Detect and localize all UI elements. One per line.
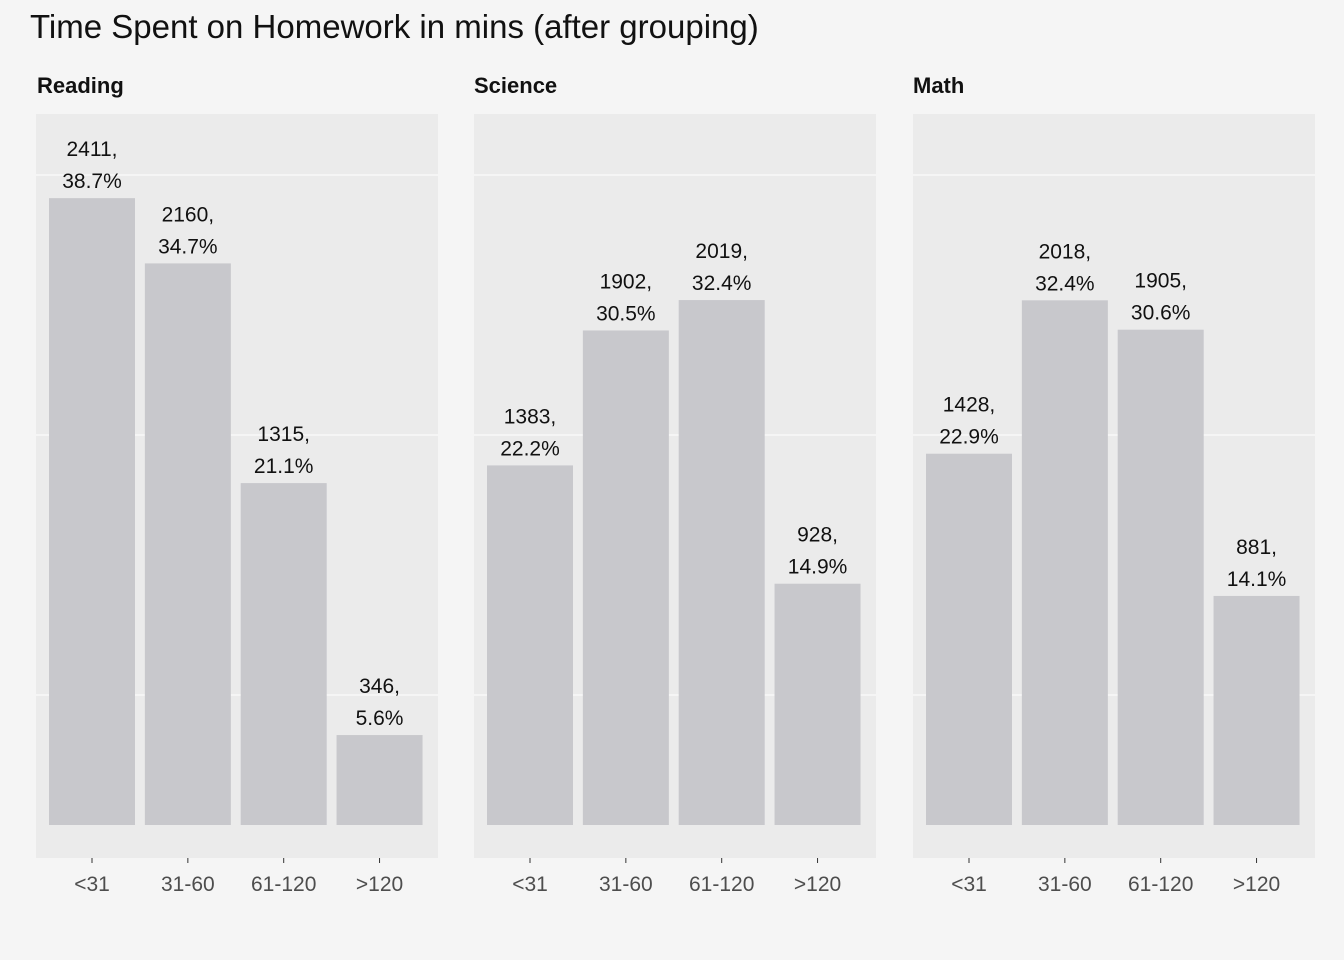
data-label-percent: 21.1%	[254, 455, 314, 478]
data-label-percent: 30.6%	[1131, 302, 1191, 325]
x-tick-label: <31	[74, 873, 110, 896]
bar-math-2	[1117, 329, 1204, 825]
x-tick-label: >120	[356, 873, 403, 896]
data-label-count: 346,	[359, 675, 400, 698]
x-tick-label: 31-60	[161, 873, 215, 896]
panel-reading: 2411, 38.7% <31 2160, 34.7% 31-60 1315, 21.1% 61…	[36, 114, 438, 896]
data-label-count: 1383,	[504, 405, 557, 428]
x-tick-label: >120	[1233, 873, 1280, 896]
data-label-percent: 22.9%	[939, 426, 999, 449]
data-label-count: 2160,	[162, 203, 215, 226]
bar-science-0	[487, 465, 573, 825]
x-tick-label: 61-120	[1128, 873, 1193, 896]
data-label-count: 2411,	[67, 138, 118, 161]
bar-math-3	[1213, 595, 1300, 825]
bar-science-2	[678, 300, 765, 825]
data-label-percent: 34.7%	[158, 235, 218, 258]
panel-title-reading: Reading	[37, 73, 124, 98]
data-label-count: 2018,	[1039, 240, 1092, 263]
data-label-percent: 32.4%	[1035, 272, 1095, 295]
bar-science-1	[582, 330, 669, 825]
x-tick-label: 31-60	[599, 873, 653, 896]
x-tick-label: 61-120	[689, 873, 754, 896]
data-label-percent: 32.4%	[692, 272, 752, 295]
panel-science: 1383, 22.2% <31 1902, 30.5% 31-60 2019, 32.4% 61…	[474, 114, 876, 896]
bar-reading-0	[49, 198, 135, 825]
data-label-percent: 38.7%	[62, 170, 122, 193]
x-tick-label: >120	[794, 873, 841, 896]
bar-science-3	[774, 583, 861, 825]
panel-title-math: Math	[913, 73, 965, 98]
data-label-percent: 14.9%	[788, 556, 848, 579]
bar-math-1	[1021, 300, 1108, 825]
x-tick-label: 61-120	[251, 873, 316, 896]
data-label-percent: 14.1%	[1227, 568, 1287, 591]
bar-reading-2	[240, 483, 327, 825]
bar-reading-1	[144, 263, 231, 825]
bar-math-0	[926, 453, 1012, 825]
x-tick-label: 31-60	[1038, 873, 1092, 896]
data-label-count: 881,	[1236, 536, 1277, 559]
panel-math: 1428, 22.9% <31 2018, 32.4% 31-60 1905, 30.6% 61…	[913, 114, 1315, 896]
data-label-count: 1315,	[257, 423, 310, 446]
panel-title-science: Science	[474, 73, 558, 98]
data-label-count: 1428,	[943, 394, 996, 417]
data-label-percent: 22.2%	[500, 437, 560, 460]
data-label-count: 2019,	[695, 240, 748, 263]
data-label-count: 1905,	[1134, 270, 1187, 293]
x-tick-label: <31	[512, 873, 548, 896]
bar-reading-3	[336, 735, 423, 825]
data-label-percent: 5.6%	[356, 707, 404, 730]
data-label-count: 1902,	[600, 270, 653, 293]
data-label-percent: 30.5%	[596, 302, 656, 325]
chart-title: Time Spent on Homework in mins (after gr…	[30, 8, 759, 45]
x-tick-label: <31	[951, 873, 987, 896]
data-label-count: 928,	[797, 524, 838, 547]
